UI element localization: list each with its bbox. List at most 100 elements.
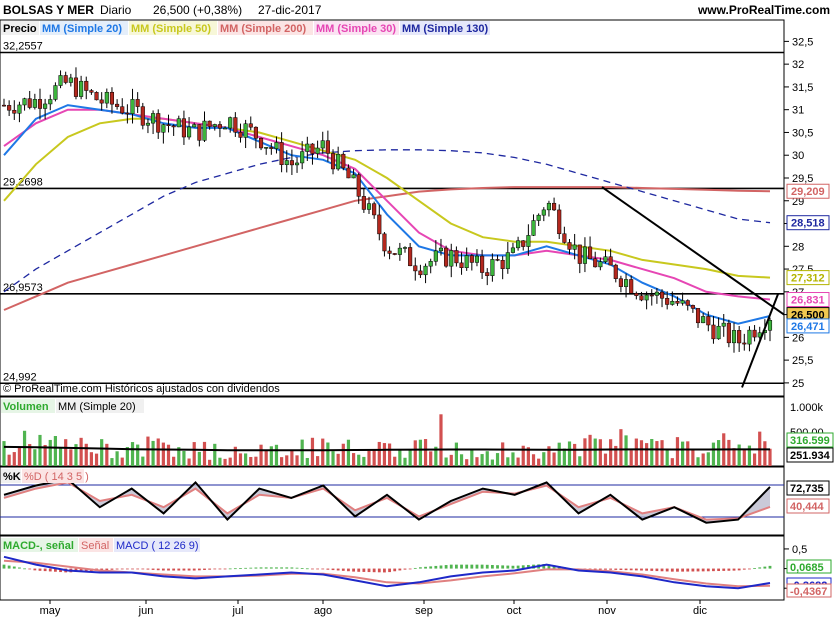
candle-up: [284, 160, 289, 165]
macd-hist-up: [244, 567, 248, 569]
candle-down: [634, 292, 639, 296]
candle-down: [12, 109, 17, 114]
macd-hist-down: [403, 568, 407, 570]
candle-up: [274, 142, 279, 149]
candle-down: [279, 142, 284, 165]
macd-hist-down: [660, 568, 664, 572]
x-tick-label: dic: [693, 605, 708, 617]
candle-down: [341, 153, 346, 169]
volume-bar-down: [321, 438, 325, 466]
candle-down: [269, 147, 274, 149]
candle-down: [166, 124, 171, 126]
volume-tag-bg: [786, 432, 834, 448]
candle-down: [361, 196, 366, 210]
candle-down: [577, 244, 582, 264]
volume-tag: 316.599: [790, 435, 830, 447]
macd-hist-up: [239, 568, 242, 569]
macd-hist-up: [424, 566, 427, 569]
volume-panel: Volumen MM (Simple 20) 1.000k500.00...31…: [0, 396, 834, 467]
volume-bar-up: [557, 442, 561, 466]
volume-bar-up: [490, 459, 494, 466]
volume-bar-down: [120, 457, 124, 466]
candle-up: [598, 261, 603, 268]
macd-hist-up: [480, 564, 484, 569]
candle-up: [243, 123, 248, 138]
volume-bar-down: [387, 443, 392, 466]
volume-bar-down: [516, 457, 520, 466]
candle-down: [125, 112, 130, 115]
candle-up: [603, 256, 608, 263]
candle-down: [330, 153, 336, 170]
volume-bar-up: [408, 450, 412, 466]
candle-up: [747, 329, 752, 345]
volume-bar-down: [146, 436, 150, 466]
candle-up: [536, 214, 541, 221]
candle-down: [238, 131, 243, 138]
x-tick-label: ago: [314, 605, 332, 617]
candle-up: [264, 147, 269, 149]
volume-bar-up: [213, 443, 217, 466]
candle-down: [387, 250, 392, 254]
volume-tag: 251.934: [790, 450, 831, 462]
macd-hist-down: [125, 568, 129, 570]
candle-up: [202, 120, 207, 141]
volume-bar-down: [547, 446, 551, 466]
macd-signal-label: Señal: [81, 540, 109, 552]
volume-bar-down: [393, 456, 397, 466]
candle-up: [17, 104, 22, 114]
candle-down: [356, 174, 361, 197]
stoch-d-line: [3, 481, 771, 521]
volume-bar-down: [686, 441, 690, 466]
candle-down: [485, 272, 490, 276]
macd-hist-down: [388, 568, 391, 573]
value-tag-bg: [786, 292, 830, 308]
macd-signal-label-bg: [79, 538, 113, 552]
value-tag: 27,312: [791, 273, 825, 285]
stoch-d-label-bg: [22, 469, 84, 483]
volume-bar-up: [362, 456, 366, 466]
volume-bar-up: [151, 440, 155, 466]
macd-hist-down: [208, 568, 212, 570]
candle-up: [716, 325, 721, 340]
volume-bar-down: [583, 438, 587, 466]
volume-bar-down: [43, 444, 47, 466]
macd-hist-down: [393, 568, 397, 572]
candle-down: [711, 324, 716, 340]
candle-up: [582, 246, 587, 264]
macd-hist-down: [321, 568, 325, 570]
volume-bar-down: [752, 453, 757, 466]
candle-up: [670, 301, 675, 305]
macd-hist-down: [686, 568, 690, 572]
candle-down: [84, 80, 89, 91]
candle-up: [176, 118, 181, 128]
volume-bar-down: [413, 440, 417, 466]
candle-up: [510, 247, 516, 253]
hline-label: 24,992: [3, 371, 37, 383]
price-tick-label: 25: [792, 378, 804, 390]
volume-bar-up: [593, 438, 597, 466]
candle-up: [161, 124, 166, 133]
candle-up: [423, 265, 428, 276]
volume-bar-down: [634, 438, 638, 466]
candle-down: [115, 103, 120, 107]
candle-up: [130, 99, 135, 114]
volume-bar-down: [280, 457, 284, 466]
volume-bar-down: [423, 439, 428, 466]
macd-hist-down: [33, 568, 37, 571]
candle-down: [752, 329, 757, 338]
macd-hist-up: [18, 567, 21, 569]
volume-bar-down: [609, 439, 613, 466]
volume-bar-up: [182, 450, 186, 466]
candle-up: [300, 151, 305, 164]
candle-down: [639, 295, 644, 301]
volume-bar-up: [274, 444, 279, 466]
x-axis: may jun jul ago sep oct nov dic: [40, 600, 708, 617]
volume-bar-down: [290, 450, 294, 466]
macd-hist-up: [758, 567, 762, 569]
macd-hist-down: [156, 568, 160, 571]
volume-bar-down: [233, 446, 237, 466]
candle-down: [258, 138, 264, 149]
candle-up: [151, 113, 156, 124]
candle-down: [197, 124, 202, 141]
macd-hist-up: [300, 568, 304, 569]
